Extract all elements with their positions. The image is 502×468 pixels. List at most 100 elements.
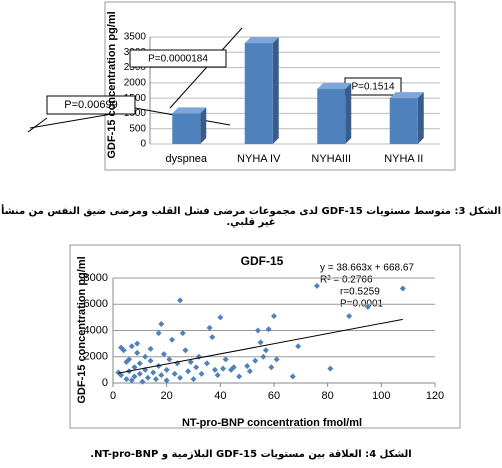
x-tick-label: 0 (110, 390, 116, 402)
point (139, 378, 146, 385)
point (171, 370, 178, 377)
point (163, 377, 170, 384)
point (155, 330, 162, 337)
trendline (118, 318, 403, 374)
x-tick-label: NYHA II (384, 153, 423, 165)
point (230, 364, 237, 371)
caption: الشكل 3: متوسط مستويات GDF-15 لدى مجموعا… (0, 206, 502, 228)
chart-title: GDF-15 (241, 254, 284, 268)
x-tick-label: 60 (268, 390, 280, 402)
point (190, 376, 197, 383)
point (206, 324, 213, 331)
point (364, 303, 371, 310)
y-tick-label: 0 (102, 377, 108, 389)
point (273, 356, 280, 363)
point (123, 359, 130, 365)
point (128, 377, 135, 384)
arrow (169, 27, 243, 109)
point (147, 357, 154, 364)
caption: الشكل 4: العلاقة بين مستويات GDF-15 البل… (90, 449, 412, 460)
chart-frame (69, 244, 461, 429)
point (265, 326, 272, 333)
point (289, 373, 296, 380)
point (254, 327, 261, 334)
point (399, 285, 406, 292)
annotation: y = 38.663x + 668.67 (320, 263, 414, 274)
point (123, 376, 130, 383)
point (158, 372, 165, 379)
x-tick-label: 120 (426, 390, 444, 402)
annotation: R² = 0.2766 (320, 275, 373, 286)
point (136, 360, 143, 367)
point (268, 364, 275, 371)
point (158, 320, 165, 327)
bar-top (317, 82, 352, 89)
point (160, 351, 167, 358)
point (150, 369, 157, 376)
point (177, 297, 184, 304)
x-tick-label: 100 (372, 390, 390, 402)
point (177, 374, 184, 381)
bar-side (417, 92, 424, 144)
y-axis-label: GDF-15 concentration pg/ml (106, 11, 118, 158)
bar-top (389, 92, 424, 99)
x-tick-label: 80 (322, 390, 334, 402)
point (144, 374, 151, 381)
annotation: P=0.00699 (64, 99, 118, 111)
y-tick-label: 3500 (124, 32, 147, 43)
point (187, 359, 194, 365)
point (120, 347, 127, 354)
point (179, 330, 186, 337)
y-tick-label: 8000 (84, 272, 108, 284)
point (295, 343, 302, 350)
x-tick-label: NYHAIII (311, 153, 351, 165)
point (236, 373, 243, 380)
point (131, 364, 138, 371)
point (211, 366, 218, 373)
point (220, 365, 227, 372)
bar (172, 113, 201, 144)
arrow (27, 117, 48, 133)
point (260, 353, 267, 360)
y-tick-label: 4000 (84, 324, 108, 336)
y-tick-label: 0 (140, 139, 146, 150)
point (346, 313, 353, 320)
x-tick-label: dyspnea (165, 153, 207, 165)
bar (244, 43, 273, 144)
point (327, 365, 334, 372)
bar-side (200, 107, 207, 144)
point (131, 373, 138, 380)
point (203, 360, 210, 367)
point (136, 370, 143, 377)
point (185, 368, 192, 375)
bar (317, 88, 346, 144)
annotation: r=0.5259 (340, 287, 380, 298)
point (313, 282, 320, 289)
bar-side (345, 82, 352, 144)
point (271, 313, 277, 320)
annotation-box (129, 49, 227, 68)
point (222, 356, 229, 363)
point (262, 347, 269, 354)
bar-side (272, 37, 279, 144)
point (257, 339, 264, 346)
x-tick-label: 20 (161, 390, 173, 402)
point (169, 336, 176, 343)
y-axis-label: GDF-15 concentration pg/ml (76, 256, 88, 403)
y-tick-label: 2000 (124, 77, 147, 88)
point (214, 372, 221, 379)
point (209, 334, 216, 341)
point (134, 340, 141, 347)
annotation: P=0.0000184 (148, 54, 208, 65)
bar-top (172, 107, 207, 114)
bar-top (244, 37, 279, 44)
bar (389, 98, 418, 144)
y-tick-label: 6000 (84, 298, 108, 310)
point (163, 366, 170, 373)
x-tick-label: NYHA IV (237, 153, 281, 165)
y-tick-label: 2500 (124, 62, 147, 73)
point (126, 356, 133, 363)
chart-frame (104, 1, 456, 171)
